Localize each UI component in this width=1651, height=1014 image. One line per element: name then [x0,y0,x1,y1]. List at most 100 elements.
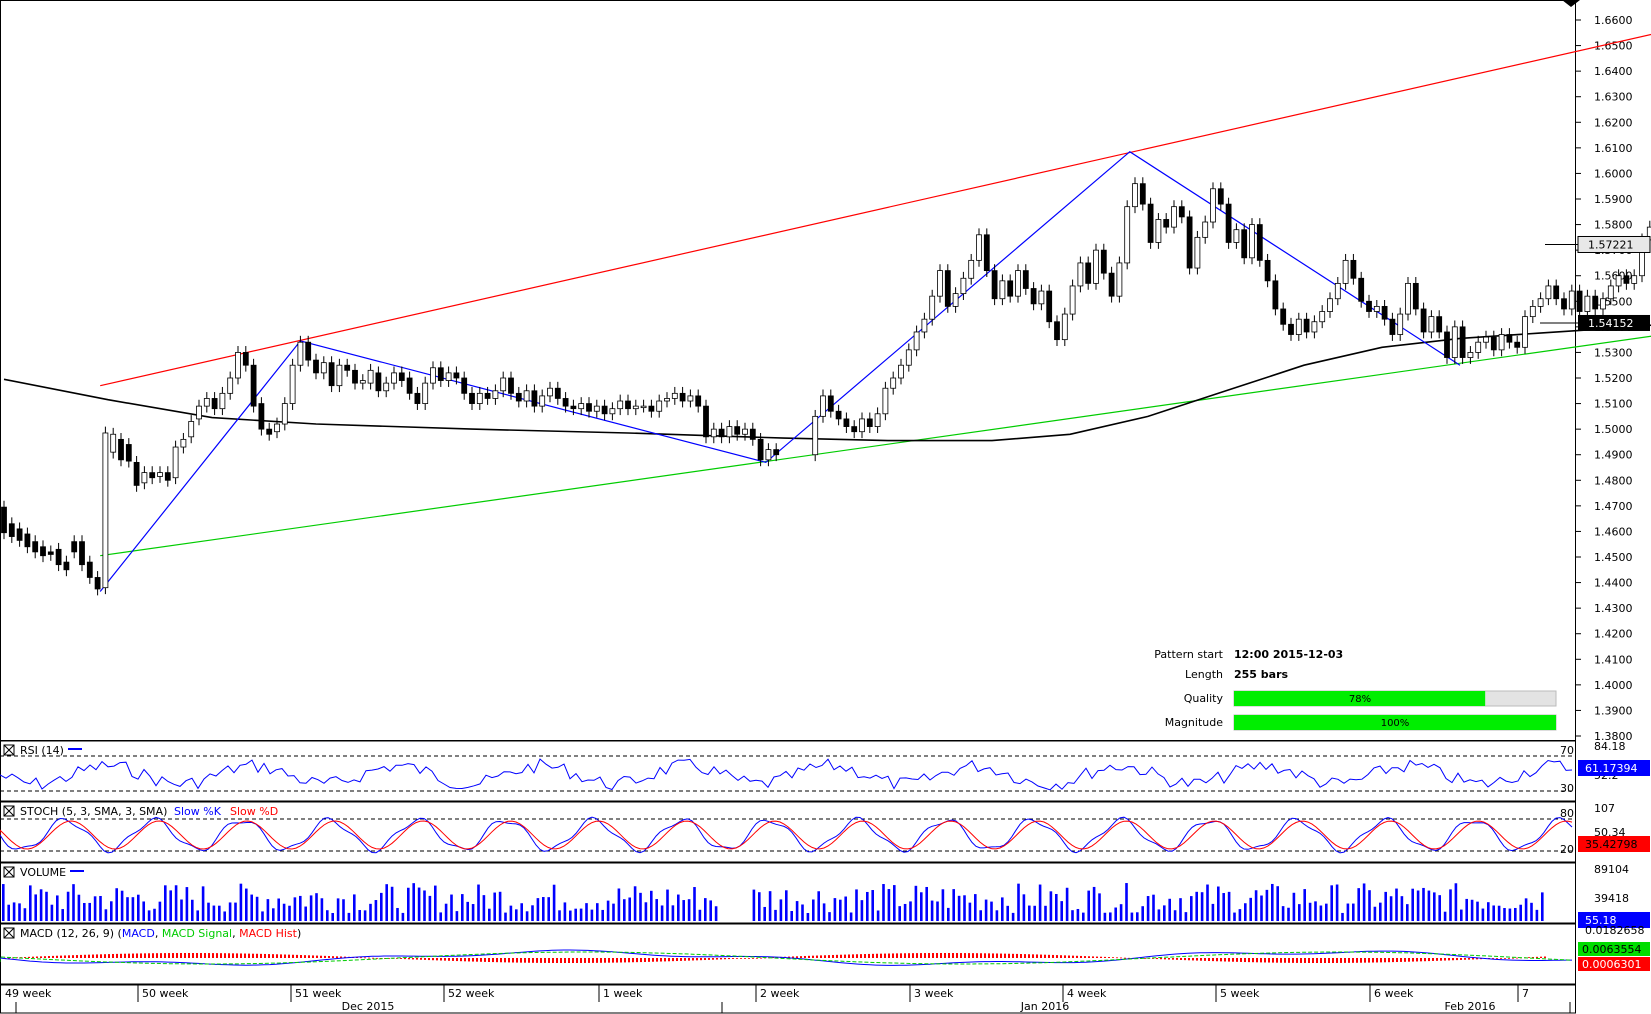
volume-bar [633,886,637,921]
volume-bar [515,909,518,921]
volume-bar [1190,896,1193,921]
volume-bar [153,908,156,921]
candle-up [671,392,678,399]
week-label: 3 week [914,987,954,1000]
volume-bar [806,912,810,921]
candle-up [1077,262,1084,287]
volume-bar [542,897,545,921]
macd-hist-bar [720,958,722,960]
volume-bar [1400,896,1404,921]
macd-hist-bar [288,954,290,958]
volume-bar [1033,905,1036,921]
volume-bar [682,900,685,921]
volume-bar [569,910,572,921]
macd-hist-bar [1344,958,1346,963]
macd-hist-bar [184,953,186,958]
macd-hist-bar [1008,953,1010,958]
volume-bar [1535,909,1539,921]
macd-hist-bar [1184,958,1186,961]
macd-hist-bar [236,953,238,958]
candle-down [1553,285,1560,300]
macd-hist-bar [1396,958,1398,963]
volume-bar [88,902,91,921]
macd-hist-bar [1164,958,1166,960]
macd-hist-bar [1024,954,1026,958]
volume-bar [1146,896,1150,921]
candle-down [71,541,78,553]
volume-bar [698,909,702,921]
macd-hist-bar [1408,958,1410,962]
volume-bar [196,910,199,921]
volume-bar [509,905,513,921]
candle-up [102,432,109,589]
volume-bar [504,912,507,921]
macd-hist-bar [1516,957,1518,959]
candle-down [1178,206,1185,218]
volume-bar [72,884,75,921]
candle-down [1272,280,1279,310]
macd-hist-bar [72,955,74,958]
volume-bar [1011,912,1015,921]
candle-up [578,403,585,410]
volume-bar [131,897,135,921]
volume-bar [1227,891,1231,921]
candle-down [1412,282,1419,310]
candle-down [1623,275,1630,284]
price-tick-label: 1.6400 [1594,65,1633,78]
candle-down [1288,323,1294,335]
candle-up [1522,316,1528,348]
volume-bar [860,900,864,921]
week-label: 5 week [1220,987,1260,1000]
macd-hist-value: 0.0006301 [1582,958,1642,971]
volume-bar [1384,891,1387,921]
rsi-upper-tick: 70 [1560,744,1574,757]
volume-bar [709,900,712,921]
macd-hist-bar [164,953,166,958]
candle-up [1311,321,1318,333]
volume-bar [45,891,48,921]
volume-bar [304,906,307,921]
candle-up [1631,275,1638,284]
candle-down [554,387,561,399]
month-label: Dec 2015 [342,1000,395,1013]
macd-hist-bar [112,953,114,958]
volume-bar [1416,890,1420,921]
macd-hist-box [1578,957,1650,971]
macd-hist-bar [1468,958,1470,960]
week-label: 50 week [142,987,189,1000]
macd-hist-bar [156,953,158,958]
macd-hist-bar [1456,958,1458,961]
macd-hist-bar [992,953,994,958]
macd-hist-bar [1256,958,1258,963]
volume-bar [1443,911,1447,921]
candle-down [1186,216,1193,269]
volume-bar [563,902,567,921]
macd-hist-bar [1080,955,1082,958]
price-tick-label: 1.3900 [1594,704,1633,717]
volume-bar [1379,902,1382,921]
macd-hist-bar [1420,958,1422,962]
volume-bar [1298,904,1301,921]
macd-hist-bar [1104,956,1106,958]
macd-hist-bar [208,953,210,958]
volume-bar [115,888,118,921]
macd-hist-bar [656,958,658,962]
candle-up [1069,285,1076,315]
macd-hist-bar [1124,957,1126,959]
candle-down [749,428,756,440]
volume-bar [639,892,642,921]
volume-bar [261,911,264,921]
volume-bar [1168,898,1171,921]
macd-hist-bar [1324,958,1326,963]
macd-hist-bar [936,953,938,958]
macd-hist-bar [1180,958,1182,960]
macd-hist-bar [1240,958,1242,962]
candle-up [687,395,694,402]
macd-hist-bar [1304,958,1306,963]
macd-hist-bar [400,958,402,959]
candle-down [461,377,468,394]
candle-down [843,418,850,427]
macd-hist-bar [580,958,582,963]
volume-bar [428,895,432,921]
macd-hist-bar [800,956,802,958]
